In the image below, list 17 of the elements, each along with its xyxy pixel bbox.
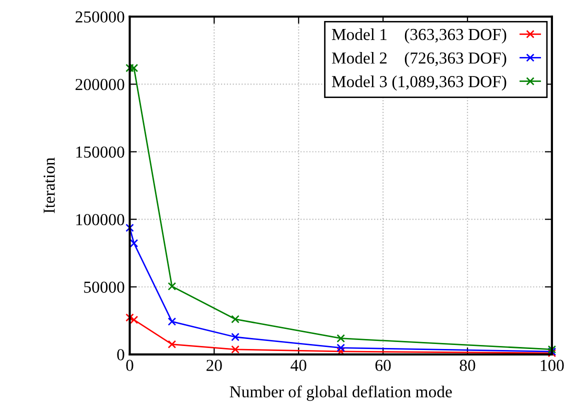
legend-label: Model 1 (363,363 DOF) (332, 28, 506, 44)
x-tick-label: 20 (206, 360, 222, 372)
x-tick-label: 100 (540, 360, 564, 372)
legend-label: Model 2 (726,363 DOF) (332, 52, 506, 68)
y-tick-label: 0 (117, 349, 124, 360)
x-axis-title: Number of global deflation mode (230, 386, 452, 401)
y-tick-label: 200000 (76, 78, 124, 90)
y-axis-title: Iteration (44, 158, 55, 214)
x-tick-label: 60 (375, 360, 391, 372)
x-tick-label: 0 (126, 360, 134, 372)
y-tick-label: 150000 (76, 146, 124, 158)
legend-label: Model 3 (1,089,363 DOF) (332, 76, 506, 91)
x-tick-label: 40 (290, 360, 306, 372)
y-tick-label: 100000 (76, 214, 124, 226)
x-tick-label: 80 (460, 360, 476, 372)
y-tick-label: 50000 (84, 282, 124, 293)
y-tick-label: 250000 (76, 11, 124, 23)
